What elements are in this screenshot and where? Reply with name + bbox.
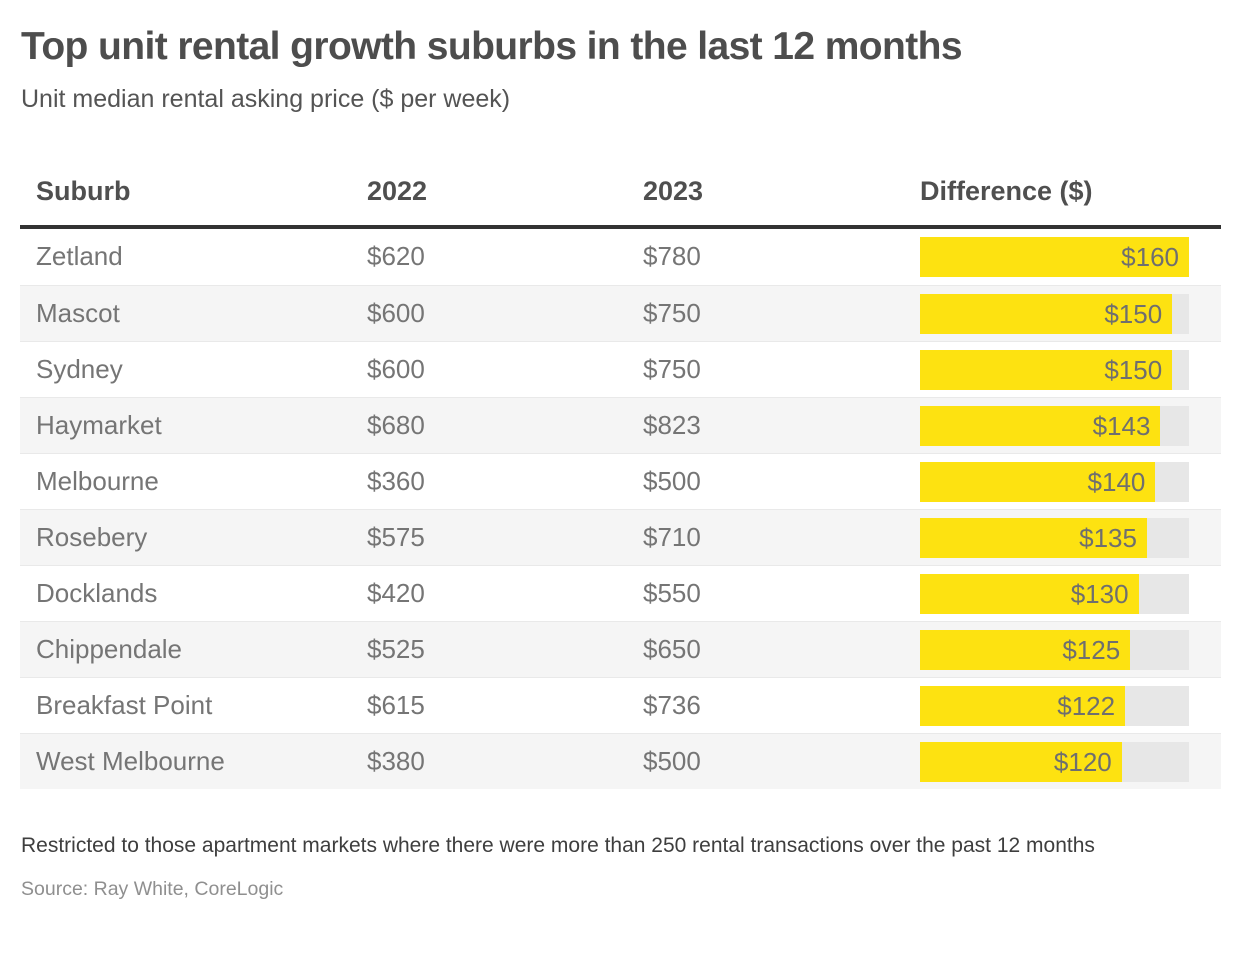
- table-row: Breakfast Point $615 $736 $122: [20, 676, 1221, 734]
- suburb-cell: Sydney: [36, 354, 123, 385]
- table-row: Sydney $600 $750 $150: [20, 340, 1221, 398]
- difference-bar: $140: [920, 461, 1156, 502]
- source-credit: Source: Ray White, CoreLogic: [21, 878, 284, 901]
- y2022-cell: $360: [367, 466, 425, 497]
- y2023-cell: $750: [643, 298, 701, 329]
- y2022-cell: $525: [367, 634, 425, 665]
- y2022-cell: $380: [367, 746, 425, 777]
- y2022-cell: $420: [367, 578, 425, 609]
- table-row: Haymarket $680 $823 $143: [20, 396, 1221, 454]
- suburb-cell: Rosebery: [36, 522, 148, 553]
- y2023-cell: $750: [643, 354, 701, 385]
- column-header-suburb: Suburb: [36, 175, 131, 206]
- table-row: Rosebery $575 $710 $135: [20, 508, 1221, 566]
- suburb-cell: Docklands: [36, 578, 158, 609]
- difference-cell: $143: [920, 398, 1221, 454]
- table-row: Chippendale $525 $650 $125: [20, 620, 1221, 678]
- page-subtitle: Unit median rental asking price ($ per w…: [21, 84, 511, 113]
- table-row: Mascot $600 $750 $150: [20, 284, 1221, 342]
- table-header-row: Suburb 2022 2023 Difference ($): [20, 176, 1221, 229]
- column-header-2022: 2022: [367, 175, 428, 206]
- difference-value: $125: [1062, 634, 1121, 665]
- difference-bar-track: $143: [920, 405, 1189, 446]
- y2023-cell: $823: [643, 410, 701, 441]
- difference-value: $160: [1121, 241, 1179, 272]
- difference-value: $150: [1104, 354, 1163, 385]
- y2023-cell: $500: [643, 466, 701, 497]
- suburb-cell: Zetland: [36, 241, 123, 272]
- y2023-cell: $550: [643, 578, 701, 609]
- difference-value: $135: [1079, 522, 1137, 553]
- difference-bar-track: $122: [920, 685, 1189, 726]
- table-row: Zetland $620 $780 $160: [20, 229, 1221, 285]
- column-header-difference: Difference ($): [920, 175, 1093, 206]
- difference-cell: $150: [920, 342, 1221, 398]
- difference-bar: $160: [920, 236, 1189, 277]
- table-body: Zetland $620 $780 $160 Mascot $600 $750 …: [20, 229, 1221, 789]
- suburb-cell: Haymarket: [36, 410, 162, 441]
- difference-value: $150: [1104, 298, 1163, 329]
- difference-value: $140: [1087, 466, 1146, 497]
- difference-bar-track: $150: [920, 293, 1189, 334]
- suburb-cell: Melbourne: [36, 466, 159, 497]
- y2022-cell: $680: [367, 410, 425, 441]
- table-row: Docklands $420 $550 $130: [20, 564, 1221, 622]
- table-row: West Melbourne $380 $500 $120: [20, 732, 1221, 790]
- difference-cell: $160: [920, 229, 1221, 285]
- suburb-cell: Chippendale: [36, 634, 183, 665]
- difference-value: $143: [1092, 410, 1151, 441]
- rental-growth-table: Suburb 2022 2023 Difference ($) Zetland …: [20, 176, 1221, 789]
- y2022-cell: $575: [367, 522, 425, 553]
- difference-cell: $130: [920, 566, 1221, 622]
- difference-bar: $143: [920, 405, 1161, 446]
- footnote: Restricted to those apartment markets wh…: [21, 833, 1095, 857]
- difference-cell: $140: [920, 454, 1221, 510]
- difference-cell: $135: [920, 510, 1221, 566]
- difference-bar: $122: [920, 685, 1126, 726]
- difference-cell: $120: [920, 734, 1221, 790]
- y2023-cell: $500: [643, 746, 701, 777]
- suburb-cell: West Melbourne: [36, 746, 225, 777]
- difference-cell: $122: [920, 678, 1221, 734]
- y2023-cell: $710: [643, 522, 701, 553]
- difference-value: $120: [1053, 746, 1112, 777]
- difference-value: $130: [1070, 578, 1129, 609]
- y2022-cell: $620: [367, 241, 425, 272]
- difference-bar: $150: [920, 293, 1173, 334]
- difference-bar-track: $125: [920, 629, 1189, 670]
- difference-bar: $135: [920, 517, 1147, 558]
- y2022-cell: $600: [367, 354, 425, 385]
- y2023-cell: $650: [643, 634, 701, 665]
- column-header-2023: 2023: [643, 175, 704, 206]
- difference-bar: $120: [920, 741, 1122, 782]
- y2023-cell: $736: [643, 690, 701, 721]
- difference-bar-track: $160: [920, 236, 1189, 277]
- difference-bar-track: $135: [920, 517, 1189, 558]
- y2023-cell: $780: [643, 241, 701, 272]
- suburb-cell: Breakfast Point: [36, 690, 213, 721]
- difference-bar-track: $150: [920, 349, 1189, 390]
- difference-value: $122: [1057, 690, 1116, 721]
- difference-bar-track: $140: [920, 461, 1189, 502]
- difference-cell: $125: [920, 622, 1221, 678]
- table-row: Melbourne $360 $500 $140: [20, 452, 1221, 510]
- difference-bar: $125: [920, 629, 1131, 670]
- difference-bar: $150: [920, 349, 1173, 390]
- y2022-cell: $615: [367, 690, 425, 721]
- difference-bar: $130: [920, 573, 1139, 614]
- y2022-cell: $600: [367, 298, 425, 329]
- difference-cell: $150: [920, 286, 1221, 342]
- page-title: Top unit rental growth suburbs in the la…: [21, 25, 963, 68]
- difference-bar-track: $120: [920, 741, 1189, 782]
- suburb-cell: Mascot: [36, 298, 120, 329]
- difference-bar-track: $130: [920, 573, 1189, 614]
